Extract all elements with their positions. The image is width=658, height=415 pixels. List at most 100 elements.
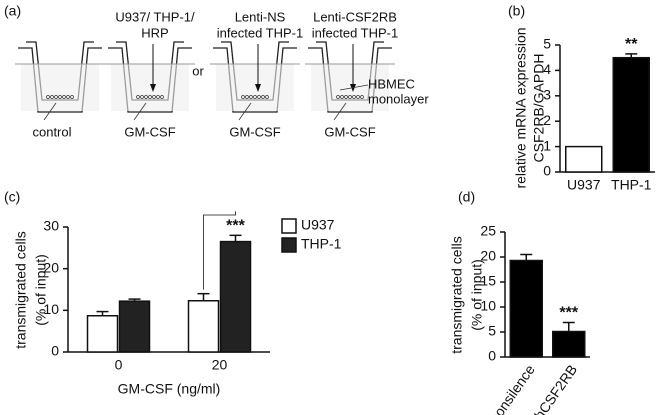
y-tick-label: 20 [43, 259, 59, 275]
legend-label: U937 [301, 217, 335, 233]
panel-label: (c) [4, 189, 20, 205]
cell [241, 95, 245, 99]
cell [148, 95, 152, 99]
y-tick-label: 3 [543, 87, 551, 103]
cell [340, 95, 344, 99]
significance: *** [226, 218, 245, 235]
x-tick-label: 0 [115, 357, 123, 373]
legend-swatch [281, 237, 297, 253]
y-tick-label: 1 [543, 137, 551, 153]
cell [352, 95, 356, 99]
x-tick-label: U937 [567, 177, 601, 193]
y-axis-label: transmigrated cells [13, 231, 29, 349]
pointer [238, 102, 252, 121]
well-treatment: HRP [141, 25, 168, 40]
y-tick-label: 5 [488, 323, 496, 339]
cell [140, 95, 144, 99]
well-label: control [32, 124, 71, 139]
pointer [339, 84, 369, 91]
bar [509, 259, 543, 358]
cell [54, 95, 58, 99]
significance: *** [559, 305, 578, 322]
well-medium [21, 64, 99, 111]
y-tick-label: 20 [480, 248, 496, 264]
well-treatment: Lenti-CSF2RB [313, 9, 397, 24]
bar [552, 330, 586, 358]
well-treatment: U937/ THP-1/ [115, 9, 195, 24]
x-tick-label: 20 [212, 357, 228, 373]
well-treatment: infected THP-1 [217, 25, 303, 40]
cell [245, 95, 249, 99]
bar [86, 315, 119, 353]
cell [265, 95, 269, 99]
cell [156, 95, 160, 99]
well-treatment: infected THP-1 [312, 25, 398, 40]
cell [46, 95, 50, 99]
pointer [133, 102, 147, 121]
well-medium [216, 64, 294, 111]
x-axis-label: GM-CSF (ng/ml) [118, 381, 221, 397]
cell [50, 95, 54, 99]
legend-swatch [281, 218, 297, 234]
y-axis-label: CSF2RB/GAPDH [531, 54, 547, 163]
y-tick-label: 0 [488, 348, 496, 364]
panel-label: (d) [458, 189, 475, 205]
cell [160, 95, 164, 99]
bar [565, 145, 603, 173]
y-tick-label: 30 [43, 218, 59, 234]
well-outer [108, 47, 192, 113]
well-medium [111, 64, 189, 111]
well-outer [213, 47, 297, 113]
y-tick-label: 4 [543, 61, 551, 77]
bar [219, 240, 252, 353]
cell [152, 95, 156, 99]
cell [144, 95, 148, 99]
well-label: GM-CSF [229, 124, 280, 139]
arrow-head [255, 84, 261, 92]
cell [249, 95, 253, 99]
separator: or [192, 63, 204, 78]
cell [70, 95, 74, 99]
cell [62, 95, 66, 99]
well-label: GM-CSF [324, 124, 375, 139]
y-axis-label: (% of input) [33, 254, 49, 326]
bar [187, 300, 220, 353]
pointer [333, 102, 347, 121]
y-axis-label: relative mRNA expression [513, 27, 529, 188]
cell [58, 95, 62, 99]
y-axis-label: transmigrated cells [449, 236, 465, 354]
cell [360, 95, 364, 99]
panel-label: (b) [508, 3, 525, 19]
significance: ** [625, 36, 638, 53]
pointer [43, 102, 57, 121]
cell [253, 95, 257, 99]
y-tick-label: 10 [480, 298, 496, 314]
y-axis-label: (% of input) [469, 259, 485, 331]
cell [136, 95, 140, 99]
cell [257, 95, 261, 99]
y-tick-label: 0 [51, 343, 59, 359]
arrow-head [150, 84, 156, 92]
well-outer [308, 47, 392, 113]
legend-label: THP-1 [301, 236, 342, 252]
well-outer [18, 47, 102, 113]
y-tick-label: 0 [543, 163, 551, 179]
x-tick-label: THP-1 [611, 177, 652, 193]
x-tick-label: nonsilence [486, 361, 538, 415]
panel-label: (a) [4, 3, 21, 19]
y-tick-label: 25 [480, 223, 496, 239]
side-label: HBMEC [368, 76, 415, 91]
cell [348, 95, 352, 99]
side-label: monolayer [368, 91, 429, 106]
cell [344, 95, 348, 99]
y-tick-label: 5 [543, 36, 551, 52]
well-label: GM-CSF [124, 124, 175, 139]
y-tick-label: 15 [480, 273, 496, 289]
cell [356, 95, 360, 99]
cell [336, 95, 340, 99]
bar [118, 300, 151, 353]
significance-bracket [203, 211, 236, 290]
well-medium [311, 64, 389, 111]
y-tick-label: 10 [43, 301, 59, 317]
